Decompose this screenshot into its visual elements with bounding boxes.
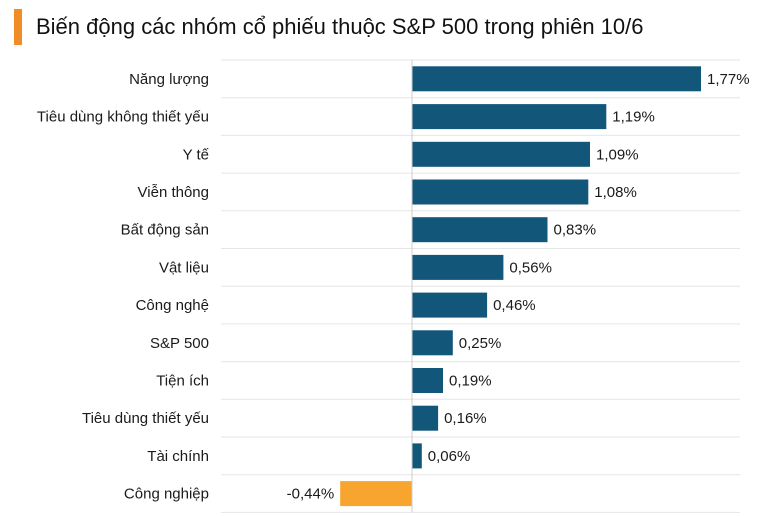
bar (340, 481, 412, 507)
value-label: 1,08% (594, 184, 637, 201)
category-label: Tiện ích (156, 373, 209, 390)
bar (412, 443, 422, 469)
value-label: 1,19% (612, 109, 655, 126)
value-label: 0,25% (459, 335, 502, 352)
category-label: Vật liệu (159, 259, 209, 276)
value-label: 0,16% (444, 410, 487, 427)
bar (412, 254, 504, 280)
value-label: 0,56% (509, 259, 552, 276)
category-label: Tiêu dùng không thiết yếu (37, 109, 209, 126)
chart-title: Biến động các nhóm cổ phiếu thuộc S&P 50… (36, 14, 644, 39)
bar (412, 104, 607, 130)
value-label: 1,09% (596, 146, 639, 163)
value-label: -0,44% (287, 486, 335, 503)
category-label: Bất động sản (121, 222, 209, 239)
bar (412, 405, 439, 431)
value-label: 0,83% (554, 222, 597, 239)
bar (412, 141, 590, 167)
grid-lines (221, 59, 740, 513)
category-label: Năng lượng (129, 71, 209, 88)
category-label: Tài chính (147, 448, 209, 465)
category-label: S&P 500 (150, 335, 209, 352)
bars (340, 66, 701, 507)
category-label: Tiêu dùng thiết yếu (82, 410, 209, 427)
category-label: Công nghệ (136, 297, 209, 314)
value-label: 0,19% (449, 373, 492, 390)
bar (412, 66, 701, 92)
category-label: Viễn thông (138, 184, 209, 201)
bar (412, 292, 488, 318)
labels: Năng lượng 1,77% Tiêu dùng không thiết yếu… (37, 71, 750, 503)
title-accent-bar (14, 9, 22, 45)
value-label: 0,06% (428, 448, 471, 465)
bar (412, 217, 548, 243)
bar (412, 179, 589, 205)
value-label: 0,46% (493, 297, 536, 314)
bar (412, 330, 453, 356)
category-label: Y tế (183, 146, 210, 163)
bar (412, 368, 443, 393)
value-label: 1,77% (707, 71, 750, 88)
category-label: Công nghiệp (124, 486, 209, 503)
